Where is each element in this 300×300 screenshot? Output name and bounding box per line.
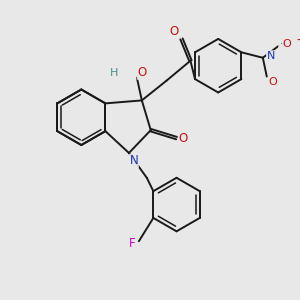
Text: O: O xyxy=(268,76,277,87)
Text: O: O xyxy=(179,132,188,145)
Text: N: N xyxy=(267,51,275,61)
Text: -: - xyxy=(296,34,300,48)
Text: O: O xyxy=(169,26,178,38)
Text: O: O xyxy=(137,66,146,79)
Text: +: + xyxy=(279,39,287,49)
Text: N: N xyxy=(130,154,138,167)
Text: H: H xyxy=(110,68,118,78)
Text: F: F xyxy=(129,237,135,250)
Text: O: O xyxy=(282,39,291,49)
